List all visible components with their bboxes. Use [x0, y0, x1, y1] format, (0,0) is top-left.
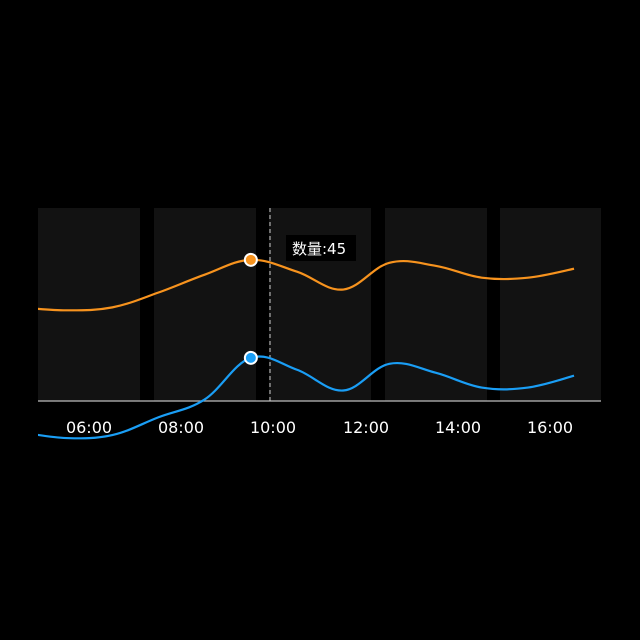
highlight-point-blue[interactable] [243, 350, 258, 365]
highlight-point-orange[interactable] [243, 252, 258, 267]
x-tick-label: 08:00 [158, 418, 204, 437]
background-band [500, 208, 601, 401]
x-tick-labels: 06:00 08:00 10:00 12:00 14:00 16:00 [66, 418, 573, 437]
x-tick-label: 16:00 [527, 418, 573, 437]
x-tick-label: 14:00 [435, 418, 481, 437]
x-tick-label: 12:00 [343, 418, 389, 437]
tooltip: 数量:45 [286, 235, 356, 261]
x-tick-label: 06:00 [66, 418, 112, 437]
tooltip-text: 数量:45 [292, 240, 346, 258]
tooltip-box [286, 235, 356, 261]
background-band [154, 208, 256, 401]
background-band [385, 208, 487, 401]
series-line-blue [38, 355, 575, 440]
x-tick-label: 10:00 [250, 418, 296, 437]
series-line-orange [38, 258, 575, 312]
background-bands [38, 208, 601, 401]
